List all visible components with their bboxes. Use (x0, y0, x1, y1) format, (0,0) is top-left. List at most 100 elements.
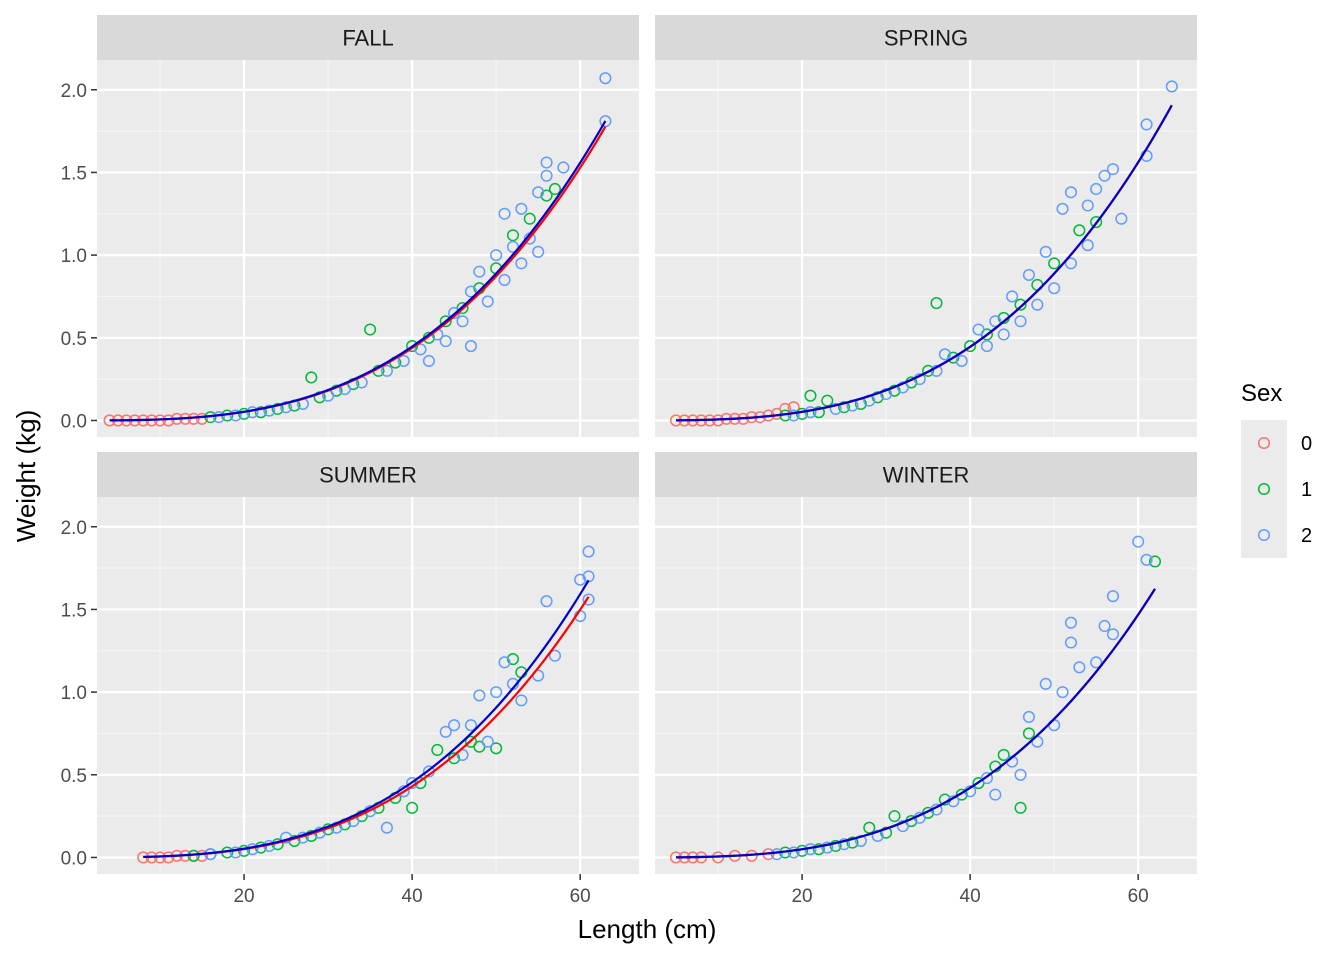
data-points (669, 535, 1162, 864)
facet-panel-summer: SUMMER (97, 452, 639, 874)
y-axes: 0.0 0.5 1.0 1.5 2.0 0.0 0.5 1.0 1.5 2.0 (61, 81, 97, 869)
data-point (540, 595, 553, 608)
data-point (473, 689, 486, 702)
data-point (1098, 169, 1111, 182)
data-point (1081, 239, 1094, 252)
y-tick-label: 1.0 (61, 683, 87, 704)
data-point (1140, 118, 1153, 131)
data-point (414, 343, 427, 356)
data-point (162, 414, 175, 427)
legend: Sex 0 1 2 (1241, 380, 1312, 558)
data-point (195, 412, 209, 425)
y-tick-label: 0.0 (61, 848, 87, 869)
data-point (787, 409, 800, 422)
data-point (406, 801, 419, 814)
data-point (838, 838, 851, 851)
facet-strip (97, 452, 639, 497)
data-point (1132, 535, 1145, 548)
y-tick-label: 0.0 (61, 411, 87, 432)
fit-line-blue (143, 579, 590, 859)
data-point (1081, 199, 1094, 212)
data-point (770, 848, 783, 861)
data-point (880, 387, 893, 401)
data-point (515, 202, 528, 215)
facet-strip-label: FALL (342, 26, 393, 51)
facet-panel-spring: SPRING (655, 15, 1197, 437)
facet-strip-label: SUMMER (319, 463, 417, 488)
data-point (964, 340, 977, 353)
data-point (532, 186, 545, 199)
facet-strip (655, 452, 1197, 497)
data-point (1014, 315, 1027, 328)
facet-panel-winter: WINTER (655, 452, 1197, 874)
data-point (364, 323, 377, 336)
data-point (1048, 257, 1061, 270)
data-point (1064, 616, 1078, 629)
data-point (473, 265, 486, 278)
data-point (1022, 727, 1035, 740)
data-point (422, 354, 435, 367)
data-point (1165, 80, 1178, 93)
data-point (980, 340, 993, 353)
data-point (515, 257, 528, 270)
legend-symbol (1257, 482, 1271, 496)
data-point (498, 207, 511, 220)
data-point (888, 384, 901, 397)
data-point (821, 394, 834, 407)
data-point (1056, 686, 1069, 699)
facet-strip (655, 15, 1197, 60)
data-point (796, 407, 809, 420)
legend-key (1241, 420, 1287, 466)
data-point (896, 381, 909, 394)
data-point (498, 273, 511, 286)
data-point (464, 719, 477, 732)
legend-key (1241, 512, 1287, 558)
data-point (1064, 186, 1078, 199)
data-point (930, 297, 943, 310)
facet-panel-fall: FALL (97, 15, 639, 437)
panel-background (97, 60, 639, 437)
data-point (1014, 801, 1027, 814)
data-point (490, 249, 503, 262)
data-point (896, 819, 909, 833)
data-point (599, 72, 612, 85)
data-point (1148, 555, 1162, 568)
data-point (1056, 202, 1069, 215)
y-tick-label: 1.5 (61, 163, 87, 184)
data-point (997, 328, 1010, 341)
data-point (229, 846, 242, 859)
data-point (1090, 182, 1103, 196)
data-point (263, 404, 276, 417)
data-point (431, 743, 444, 757)
data-point (1106, 590, 1120, 603)
data-point (456, 315, 469, 328)
x-axes: 20 40 60 20 40 60 (233, 874, 1149, 907)
data-point (540, 156, 553, 169)
data-point (1039, 245, 1052, 258)
facet-strip-label: WINTER (883, 463, 970, 488)
data-point (1115, 212, 1128, 225)
data-point (1031, 298, 1044, 311)
data-point (1106, 628, 1120, 641)
data-point (938, 348, 951, 361)
data-point (863, 821, 876, 834)
legend-entry-0: 0 (1241, 420, 1312, 466)
data-point (989, 315, 1002, 328)
data-point (548, 649, 562, 662)
data-point (1090, 656, 1103, 669)
data-point (271, 402, 284, 415)
data-point (515, 694, 528, 707)
data-point (195, 849, 209, 862)
data-point (1140, 553, 1153, 566)
data-point (238, 407, 251, 420)
y-tick-label: 2.0 (61, 518, 87, 539)
legend-label: 1 (1301, 479, 1312, 501)
data-point (380, 821, 393, 834)
panel-background (655, 60, 1197, 437)
data-point (380, 364, 393, 377)
data-point (540, 169, 553, 182)
data-point (1064, 257, 1078, 270)
fit-line-blue (675, 104, 1173, 422)
data-point (812, 406, 825, 419)
data-point (947, 351, 960, 364)
